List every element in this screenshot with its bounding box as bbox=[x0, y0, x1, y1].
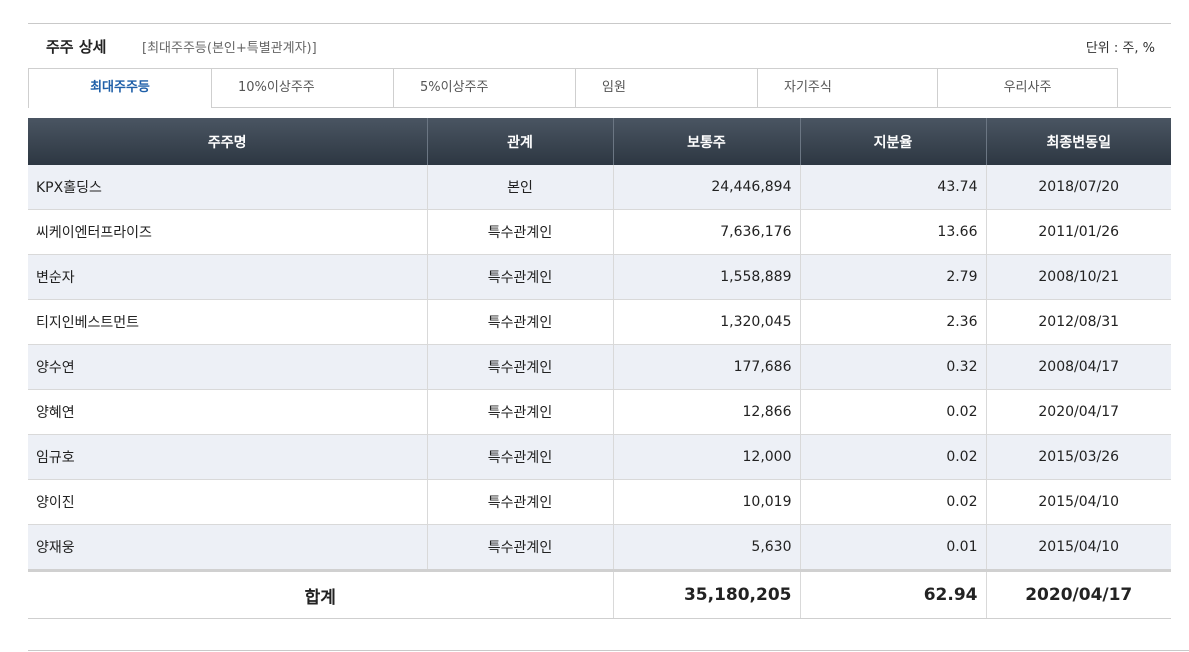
table-row: 양재웅 특수관계인 5,630 0.01 2015/04/10 bbox=[28, 524, 1171, 571]
panel-header: 주주 상세 [최대주주등(본인+특별관계자)] 단위 : 주, % bbox=[28, 36, 1171, 60]
cell-date: 2020/04/17 bbox=[986, 389, 1171, 435]
cell-date: 2015/03/26 bbox=[986, 434, 1171, 480]
cell-shares: 12,866 bbox=[613, 389, 801, 435]
cell-relation: 특수관계인 bbox=[427, 254, 614, 300]
total-label: 합계 bbox=[28, 569, 614, 619]
cell-ratio: 0.02 bbox=[800, 389, 987, 435]
tab-largest-shareholders[interactable]: 최대주주등 bbox=[28, 68, 212, 108]
table-row: 양이진 특수관계인 10,019 0.02 2015/04/10 bbox=[28, 479, 1171, 525]
table-row: 씨케이엔터프라이즈 특수관계인 7,636,176 13.66 2011/01/… bbox=[28, 209, 1171, 255]
tab-10-percent-shareholders[interactable]: 10%이상주주 bbox=[212, 68, 394, 108]
cell-ratio: 2.36 bbox=[800, 299, 987, 345]
cell-date: 2015/04/10 bbox=[986, 524, 1171, 571]
bottom-divider bbox=[28, 650, 1189, 651]
shareholder-table: 주주명 관계 보통주 지분율 최종변동일 KPX홀딩스 본인 24,446,89… bbox=[28, 118, 1171, 619]
cell-relation: 본인 bbox=[427, 165, 614, 210]
cell-name: 티지인베스트먼트 bbox=[28, 299, 428, 345]
cell-shares: 5,630 bbox=[613, 524, 801, 571]
cell-shares: 24,446,894 bbox=[613, 165, 801, 210]
cell-shares: 10,019 bbox=[613, 479, 801, 525]
tab-treasury-stock[interactable]: 자기주식 bbox=[758, 68, 938, 108]
total-date: 2020/04/17 bbox=[986, 569, 1171, 619]
cell-name: 양이진 bbox=[28, 479, 428, 525]
cell-date: 2018/07/20 bbox=[986, 165, 1171, 210]
column-header-date: 최종변동일 bbox=[986, 118, 1171, 165]
cell-name: 임규호 bbox=[28, 434, 428, 480]
total-ratio: 62.94 bbox=[800, 569, 987, 619]
table-row: 임규호 특수관계인 12,000 0.02 2015/03/26 bbox=[28, 434, 1171, 480]
cell-relation: 특수관계인 bbox=[427, 524, 614, 571]
cell-shares: 7,636,176 bbox=[613, 209, 801, 255]
cell-name: KPX홀딩스 bbox=[28, 165, 428, 210]
tab-employee-stock[interactable]: 우리사주 bbox=[938, 68, 1118, 108]
cell-ratio: 0.01 bbox=[800, 524, 987, 571]
column-header-shares: 보통주 bbox=[613, 118, 801, 165]
column-header-ratio: 지분율 bbox=[800, 118, 987, 165]
top-divider bbox=[28, 23, 1171, 24]
cell-relation: 특수관계인 bbox=[427, 479, 614, 525]
cell-shares: 177,686 bbox=[613, 344, 801, 390]
tab-executives[interactable]: 임원 bbox=[576, 68, 758, 108]
cell-shares: 1,558,889 bbox=[613, 254, 801, 300]
shareholder-tabs: 최대주주등 10%이상주주 5%이상주주 임원 자기주식 우리사주 bbox=[28, 68, 1171, 108]
cell-shares: 1,320,045 bbox=[613, 299, 801, 345]
cell-ratio: 0.32 bbox=[800, 344, 987, 390]
cell-date: 2008/04/17 bbox=[986, 344, 1171, 390]
total-shares: 35,180,205 bbox=[613, 569, 801, 619]
cell-ratio: 2.79 bbox=[800, 254, 987, 300]
cell-date: 2012/08/31 bbox=[986, 299, 1171, 345]
cell-relation: 특수관계인 bbox=[427, 344, 614, 390]
cell-name: 변순자 bbox=[28, 254, 428, 300]
table-row: 티지인베스트먼트 특수관계인 1,320,045 2.36 2012/08/31 bbox=[28, 299, 1171, 345]
unit-label: 단위 : 주, % bbox=[1085, 41, 1155, 56]
table-row: 양수연 특수관계인 177,686 0.32 2008/04/17 bbox=[28, 344, 1171, 390]
tab-filler bbox=[1118, 68, 1171, 108]
cell-relation: 특수관계인 bbox=[427, 299, 614, 345]
total-row: 합계 35,180,205 62.94 2020/04/17 bbox=[28, 569, 1171, 619]
table-row: 양혜연 특수관계인 12,866 0.02 2020/04/17 bbox=[28, 389, 1171, 435]
table-row: KPX홀딩스 본인 24,446,894 43.74 2018/07/20 bbox=[28, 165, 1171, 210]
cell-relation: 특수관계인 bbox=[427, 389, 614, 435]
cell-name: 양재웅 bbox=[28, 524, 428, 571]
column-header-name: 주주명 bbox=[28, 118, 428, 165]
table-header-row: 주주명 관계 보통주 지분율 최종변동일 bbox=[28, 118, 1171, 165]
cell-name: 씨케이엔터프라이즈 bbox=[28, 209, 428, 255]
cell-relation: 특수관계인 bbox=[427, 209, 614, 255]
panel-title: 주주 상세 bbox=[46, 38, 107, 56]
tab-5-percent-shareholders[interactable]: 5%이상주주 bbox=[394, 68, 576, 108]
cell-ratio: 0.02 bbox=[800, 434, 987, 480]
panel-subtitle: [최대주주등(본인+특별관계자)] bbox=[142, 41, 317, 56]
cell-shares: 12,000 bbox=[613, 434, 801, 480]
cell-date: 2011/01/26 bbox=[986, 209, 1171, 255]
cell-date: 2008/10/21 bbox=[986, 254, 1171, 300]
cell-ratio: 0.02 bbox=[800, 479, 987, 525]
cell-name: 양수연 bbox=[28, 344, 428, 390]
cell-ratio: 43.74 bbox=[800, 165, 987, 210]
cell-ratio: 13.66 bbox=[800, 209, 987, 255]
cell-relation: 특수관계인 bbox=[427, 434, 614, 480]
column-header-relation: 관계 bbox=[427, 118, 614, 165]
cell-date: 2015/04/10 bbox=[986, 479, 1171, 525]
table-row: 변순자 특수관계인 1,558,889 2.79 2008/10/21 bbox=[28, 254, 1171, 300]
cell-name: 양혜연 bbox=[28, 389, 428, 435]
